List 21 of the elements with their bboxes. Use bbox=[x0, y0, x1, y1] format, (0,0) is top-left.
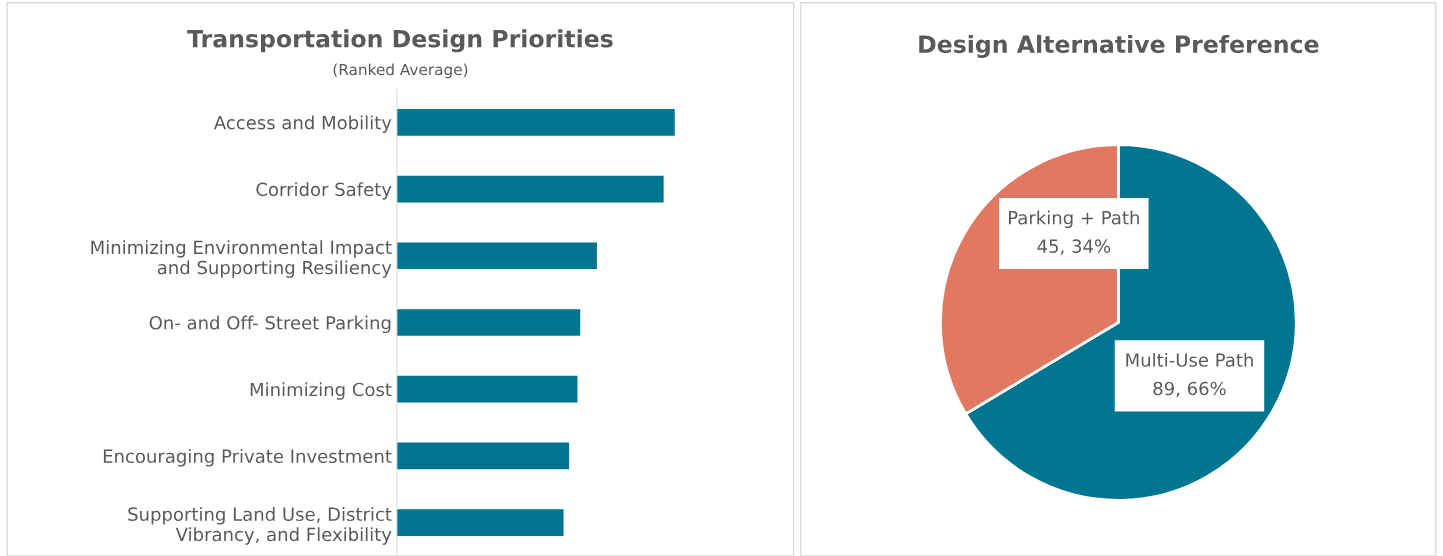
y-tick-label: Encouraging Private Investment bbox=[103, 449, 392, 467]
chart-subtitle: (Ranked Average) bbox=[333, 63, 468, 79]
y-tick-label: Access and Mobility bbox=[213, 115, 392, 133]
bar bbox=[396, 442, 570, 470]
data-label: 45, 34% bbox=[1037, 239, 1111, 255]
slice-label: Multi-Use Path bbox=[1126, 352, 1253, 367]
bar bbox=[396, 375, 578, 403]
bar bbox=[396, 242, 597, 270]
y-tick-label: Minimizing Cost bbox=[250, 382, 392, 400]
chart-title: Design Alternative Preference bbox=[919, 34, 1319, 58]
bar bbox=[396, 175, 664, 203]
y-tick-label: Minimizing Environmental Impact and Supporting Resiliency bbox=[91, 240, 392, 278]
chart-title: Transportation Design Priorities bbox=[187, 29, 613, 53]
slice-label: Parking + Path bbox=[1009, 210, 1139, 229]
y-tick-label: On- and Off- Street Parking bbox=[149, 315, 391, 334]
bar bbox=[396, 309, 581, 336]
data-label: 89, 66% bbox=[1153, 381, 1226, 398]
y-tick-label: Corridor Safety bbox=[256, 182, 392, 200]
bar bbox=[396, 108, 675, 136]
bar bbox=[396, 509, 564, 536]
y-tick-label: Supporting Land Use, District Vibrancy, and Flexibility bbox=[128, 507, 392, 545]
